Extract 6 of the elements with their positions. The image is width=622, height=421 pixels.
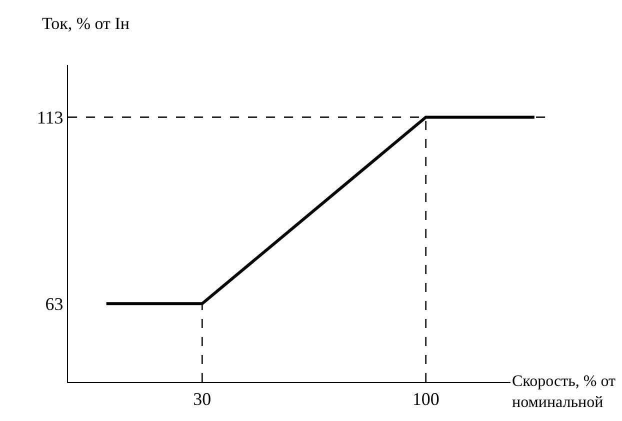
x-tick-label: 30 xyxy=(193,388,212,409)
x-tick-label: 100 xyxy=(412,388,440,409)
y-axis-title: Ток, % от Iн xyxy=(42,14,130,33)
y-tick-label: 63 xyxy=(45,294,64,314)
y-tick-label: 113 xyxy=(36,108,64,128)
x-axis-title: Скорость, % от номинальной xyxy=(512,373,616,411)
